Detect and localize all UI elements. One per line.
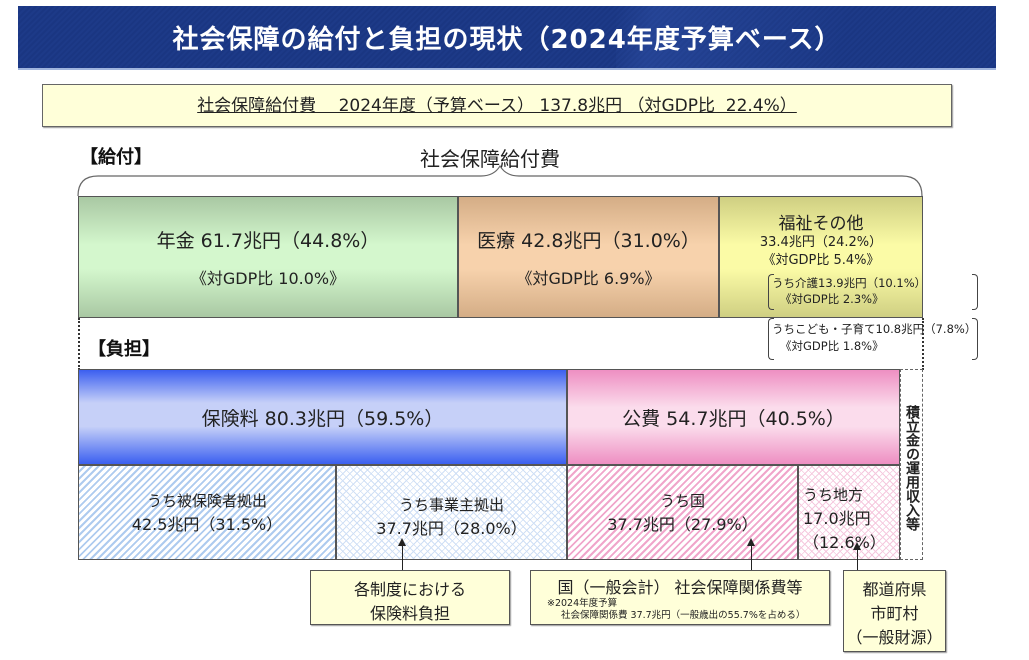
arrow-up-icon — [398, 538, 406, 546]
national-label: うち国 — [659, 492, 705, 510]
welfare-label: 福祉その他 — [778, 214, 864, 234]
pension-label: 年金 61.7兆円（44.8%） — [156, 229, 380, 252]
welfare-amount: 33.4兆円（24.2%） — [759, 235, 883, 250]
medical-label: 医療 42.8兆円（31.0%） — [477, 229, 700, 252]
welfare-block: 福祉その他 33.4兆円（24.2%） 《対GDP比 5.4%》 — [719, 196, 923, 318]
care-label: うち介護13.9兆円（10.1%） — [772, 276, 927, 290]
children-label: うちこども・子育て10.8兆円（7.8%） — [772, 322, 977, 336]
public-funds-label: 公費 54.7兆円（40.5%） — [622, 407, 845, 430]
right-bracket-icon — [972, 318, 978, 360]
premium-label: 保険料 80.3兆円（59.5%） — [201, 407, 444, 430]
premium-block: 保険料 80.3兆円（59.5%） — [78, 369, 567, 465]
welfare-gdp: 《対GDP比 5.4%》 — [762, 252, 880, 268]
left-bracket-icon — [768, 274, 774, 310]
insured-amount: 42.5兆円（31.5%） — [131, 515, 283, 534]
dotted-connector-right — [922, 318, 924, 370]
benefits-brace-title: 社会保障給付費 — [420, 147, 560, 171]
page-title: 社会保障の給付と負担の現状（2024年度予算ベース） — [172, 24, 842, 55]
left-bracket-icon — [768, 318, 774, 360]
local-label: うち地方 — [803, 486, 864, 504]
local-pct: （12.6%） — [803, 533, 886, 552]
reserve-income-label: 積立金の運用収入等 — [904, 404, 920, 531]
local-callout: 都道府県 市町村 （一般財源） — [843, 570, 946, 652]
care-gdp: 《対GDP比 2.3%》 — [780, 292, 884, 306]
brace-icon — [77, 164, 923, 197]
national-funds-block: うち国 37.7兆円（27.9%） — [567, 465, 798, 560]
local-callout-line3: （一般財源） — [846, 628, 943, 647]
children-gdp: 《対GDP比 1.8%》 — [780, 339, 884, 353]
employer-amount: 37.7兆円（28.0%） — [376, 519, 527, 538]
medical-block: 医療 42.8兆円（31.0%） 《対GDP比 6.9%》 — [458, 196, 719, 318]
arrow-line — [857, 546, 858, 570]
local-funds-block: うち地方 17.0兆円 （12.6%） — [798, 465, 900, 560]
burden-section-label: 【負担】 — [88, 339, 160, 360]
national-callout-title: 国（一般会計） 社会保障関係費等 — [557, 578, 803, 597]
premium-callout: 各制度における 保険料負担 — [310, 570, 510, 625]
benefits-section-label: 【給付】 — [80, 147, 152, 168]
local-callout-line1: 都道府県 — [862, 580, 927, 599]
care-subitem: うち介護13.9兆円（10.1%） 《対GDP比 2.3%》 — [768, 274, 978, 310]
local-callout-line2: 市町村 — [870, 604, 919, 623]
summary-text: 社会保障給付費 2024年度（予算ベース） 137.8兆円 （対GDP比 22.… — [197, 96, 797, 116]
pension-gdp: 《対GDP比 10.0%》 — [190, 268, 346, 288]
national-callout-note1: ※2024年度予算 — [547, 598, 618, 609]
children-subitem: うちこども・子育て10.8兆円（7.8%） 《対GDP比 1.8%》 — [768, 318, 978, 360]
national-amount: 37.7兆円（27.9%） — [607, 515, 758, 534]
arrow-line — [751, 542, 752, 570]
insured-contribution-block: うち被保険者拠出 42.5兆円（31.5%） — [78, 465, 336, 560]
premium-callout-line1: 各制度における — [353, 580, 466, 599]
arrow-up-icon — [747, 538, 755, 546]
dotted-connector-left — [78, 318, 80, 370]
national-callout-note2: 社会保障関係費 37.7兆円（一般歳出の55.7%を占める） — [561, 609, 806, 621]
public-funds-block: 公費 54.7兆円（40.5%） — [567, 369, 900, 465]
arrow-line — [402, 542, 403, 570]
title-bar: 社会保障の給付と負担の現状（2024年度予算ベース） — [18, 6, 996, 70]
national-callout: 国（一般会計） 社会保障関係費等 ※2024年度予算 社会保障関係費 37.7兆… — [530, 570, 830, 625]
reserve-income-block: 積立金の運用収入等 — [900, 369, 923, 560]
local-amount: 17.0兆円 — [803, 509, 871, 528]
premium-callout-line2: 保険料負担 — [369, 604, 450, 623]
arrow-up-icon — [853, 542, 861, 550]
summary-box: 社会保障給付費 2024年度（予算ベース） 137.8兆円 （対GDP比 22.… — [42, 84, 952, 127]
medical-gdp: 《対GDP比 6.9%》 — [516, 268, 661, 288]
employer-contribution-block: うち事業主拠出 37.7兆円（28.0%） — [336, 465, 567, 560]
employer-label: うち事業主拠出 — [398, 496, 504, 514]
insured-label: うち被保険者拠出 — [146, 492, 267, 510]
right-bracket-icon — [972, 274, 978, 310]
pension-block: 年金 61.7兆円（44.8%） 《対GDP比 10.0%》 — [78, 196, 458, 318]
